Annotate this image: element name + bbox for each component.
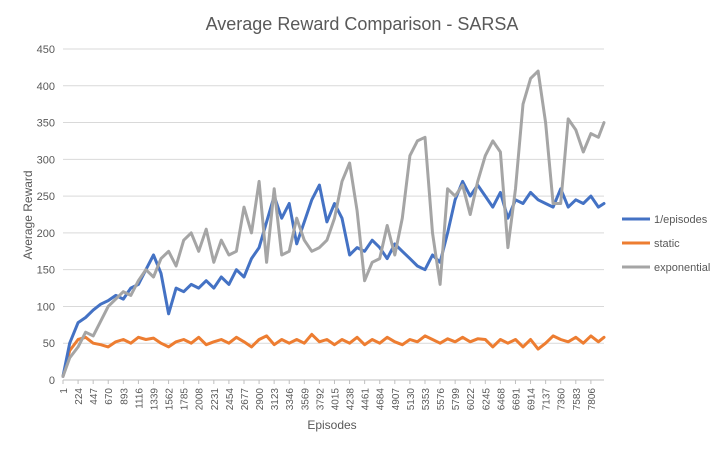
legend: 1/episodes static exponential (622, 214, 710, 274)
x-tick-label: 670 (104, 388, 115, 405)
x-tick-label: 3792 (315, 388, 326, 411)
y-tick-label: 50 (43, 338, 55, 350)
x-tick-label: 1339 (149, 388, 160, 411)
y-tick-label: 300 (37, 154, 55, 166)
y-tick-label: 200 (37, 228, 55, 240)
legend-label: 1/episodes (654, 214, 708, 226)
y-tick-label: 450 (37, 44, 55, 56)
x-tick-label: 5799 (451, 388, 462, 411)
x-tick-label: 2231 (210, 388, 221, 411)
x-tick-label: 6691 (511, 388, 522, 411)
x-tick-label: 4015 (330, 388, 341, 411)
x-tick-label: 3123 (270, 388, 281, 411)
y-axis: 0 50 100 150 200 250 300 350 400 450 (37, 44, 55, 387)
x-axis: 1 224 447 670 893 1116 1339 1562 1785 2008 2231 245… (59, 379, 604, 411)
x-tick-label: 7583 (572, 388, 583, 411)
series-line-exponential (61, 69, 606, 378)
x-tick-label: 6245 (481, 388, 492, 411)
x-tick-label: 5576 (436, 388, 447, 411)
x-tick-label: 3346 (285, 388, 296, 411)
x-tick-label: 4684 (376, 388, 387, 411)
x-tick-label: 2677 (240, 388, 251, 411)
legend-label: exponential (654, 262, 710, 274)
x-tick-label: 1562 (165, 388, 176, 411)
series-lines (61, 69, 606, 378)
x-tick-label: 1116 (134, 388, 145, 409)
x-tick-label: 2454 (225, 388, 236, 411)
x-tick-label: 4461 (361, 388, 372, 411)
x-tick-label: 224 (74, 388, 85, 405)
x-tick-label: 5130 (406, 388, 417, 411)
x-tick-label: 6468 (496, 388, 507, 411)
y-axis-title: Average Reward (21, 170, 35, 259)
y-tick-label: 0 (49, 375, 55, 387)
y-tick-label: 350 (37, 118, 55, 130)
x-tick-label: 6914 (527, 388, 538, 411)
x-tick-label: 4238 (346, 388, 357, 411)
x-tick-label: 5353 (421, 388, 432, 411)
x-tick-label: 7137 (542, 388, 553, 411)
x-tick-label: 2008 (195, 388, 206, 411)
x-tick-label: 6022 (466, 388, 477, 411)
x-tick-label: 3569 (300, 388, 311, 411)
x-axis-title: Episodes (307, 418, 356, 432)
y-tick-label: 400 (37, 81, 55, 93)
x-tick-label: 1785 (180, 388, 191, 411)
x-tick-label: 4907 (391, 388, 402, 411)
x-tick-label: 1 (59, 388, 70, 394)
y-tick-label: 250 (37, 191, 55, 203)
chart-title: Average Reward Comparison - SARSA (206, 14, 519, 34)
x-tick-label: 7806 (587, 388, 598, 411)
x-tick-label: 2900 (255, 388, 266, 411)
x-tick-label: 447 (89, 388, 100, 405)
x-tick-label: 893 (119, 388, 130, 405)
x-tick-label: 7360 (557, 388, 568, 411)
y-tick-label: 100 (37, 301, 55, 313)
series-line-static (61, 332, 606, 378)
legend-label: static (654, 238, 680, 250)
y-tick-label: 150 (37, 265, 55, 277)
